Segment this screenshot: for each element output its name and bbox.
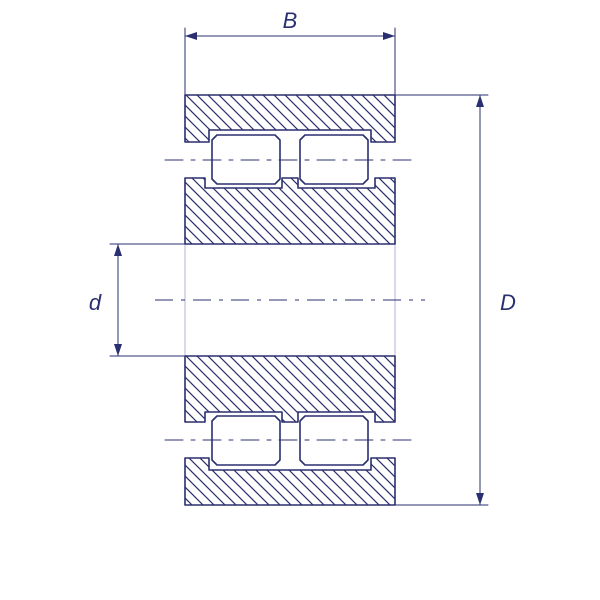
label-B: B bbox=[283, 8, 298, 33]
bearing-cross-section-diagram: B d D bbox=[0, 0, 600, 600]
label-d: d bbox=[89, 290, 102, 315]
dimension-lines bbox=[110, 28, 488, 505]
faint-extent-lines bbox=[185, 244, 395, 356]
label-D: D bbox=[500, 290, 516, 315]
